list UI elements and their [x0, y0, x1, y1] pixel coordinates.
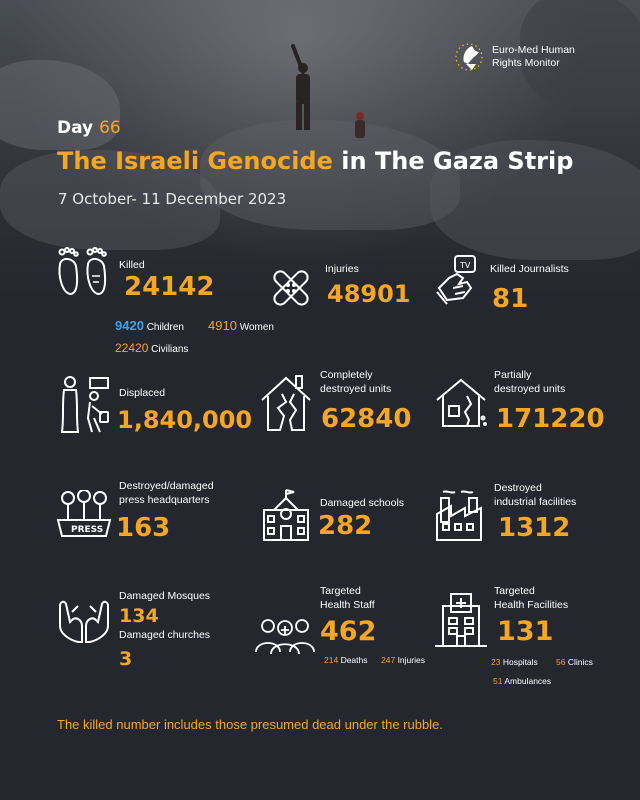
- hospitals-count: 23 Hospitals: [491, 657, 538, 667]
- press-value: 163: [116, 513, 171, 543]
- destroyed-units-label1: Completely: [320, 369, 373, 381]
- killed-women: 4910 Women: [208, 318, 274, 333]
- date-range: 7 October- 11 December 2023: [58, 190, 287, 208]
- killed-civilians: 22420 Civilians: [115, 341, 188, 355]
- injuries-label: Injuries: [325, 263, 359, 275]
- industrial-label1: Destroyed: [494, 482, 542, 494]
- press-microphones-icon: PRESS: [56, 490, 112, 537]
- health-facilities-label1: Targeted: [494, 585, 535, 597]
- damaged-house-icon: [436, 378, 487, 427]
- health-staff-label2: Health Staff: [320, 599, 375, 611]
- footer-note: The killed number includes those presume…: [57, 717, 443, 732]
- journalist-hand-icon: TV: [436, 255, 476, 305]
- deaths-value: 214: [324, 655, 339, 665]
- mosques-label: Damaged Mosques: [119, 590, 211, 602]
- destroyed-units-label2: destroyed units: [320, 383, 392, 395]
- women-value: 4910: [208, 318, 237, 333]
- displaced-value: 1,840,000: [117, 406, 253, 434]
- hospitals-label: Hospitals: [502, 657, 538, 667]
- clinics-label: Clinics: [567, 657, 593, 667]
- praying-hands-icon: [59, 600, 109, 643]
- industrial-label2: industrial facilities: [494, 496, 577, 508]
- logo-line1: Euro-Med Human: [492, 44, 575, 56]
- displaced-family-icon: [60, 376, 109, 433]
- killed-value: 24142: [124, 272, 215, 302]
- partial-units-label: Partially destroyed units: [494, 368, 565, 396]
- ambulances-count: 51 Ambulances: [493, 676, 551, 686]
- children-value: 9420: [115, 318, 144, 333]
- churches-value: 3: [119, 648, 133, 670]
- schools-value: 282: [318, 511, 373, 541]
- health-staff-label1: Targeted: [320, 585, 361, 597]
- partial-units-label2: destroyed units: [494, 383, 566, 395]
- hospital-icon: [435, 593, 487, 647]
- partial-units-value: 171220: [496, 404, 605, 434]
- schools-label: Damaged schools: [320, 497, 405, 509]
- injuries-value: 48901: [327, 280, 411, 308]
- health-facilities-value: 131: [497, 616, 554, 647]
- mosques-value: 134: [119, 605, 159, 627]
- press-label: Destroyed/damaged press headquarters: [119, 479, 214, 507]
- civilians-label: Civilians: [151, 344, 189, 355]
- destroyed-units-value: 62840: [321, 404, 412, 434]
- ambulances-label: Ambulances: [504, 676, 552, 686]
- page-title: The Israeli Genocide in The Gaza Strip: [57, 147, 573, 175]
- industrial-value: 1312: [498, 513, 571, 543]
- clinics-value: 56: [556, 657, 566, 667]
- destroyed-house-icon: [261, 375, 311, 431]
- day-heading: Day 66: [57, 118, 121, 138]
- health-facilities-label: Targeted Health Facilities: [494, 584, 568, 612]
- journalists-label: Killed Journalists: [490, 263, 569, 275]
- child-silhouette: [355, 112, 365, 138]
- health-staff-injuries: 247 Injuries: [381, 655, 425, 665]
- euro-med-logo: Euro-Med Human Rights Monitor: [452, 40, 575, 74]
- press-label1: Destroyed/damaged: [119, 480, 214, 492]
- staff-injuries-value: 247: [381, 655, 396, 665]
- logo-line2: Rights Monitor: [492, 57, 560, 69]
- title-rest: in The Gaza Strip: [332, 147, 574, 175]
- displaced-label: Displaced: [119, 387, 166, 399]
- health-facilities-label2: Health Facilities: [494, 599, 569, 611]
- hand-dove-icon: [455, 43, 483, 71]
- day-label: Day: [57, 118, 94, 138]
- bandage-icon: [273, 270, 309, 306]
- svg-text:TV: TV: [459, 261, 471, 270]
- day-number: 66: [99, 118, 121, 138]
- health-staff-deaths: 214 Deaths: [324, 655, 368, 665]
- svg-text:PRESS: PRESS: [71, 525, 103, 535]
- factory-icon: [436, 490, 482, 541]
- partial-units-label1: Partially: [494, 369, 532, 381]
- health-staff-icon: [255, 619, 315, 654]
- killed-children: 9420 Children: [115, 318, 184, 333]
- ambulances-value: 51: [493, 676, 503, 686]
- hospitals-value: 23: [491, 657, 501, 667]
- title-accent: The Israeli Genocide: [57, 147, 333, 175]
- person-silhouette: [291, 44, 310, 130]
- footprints-icon: [58, 247, 107, 296]
- health-staff-label: Targeted Health Staff: [320, 584, 375, 612]
- journalists-value: 81: [492, 284, 529, 314]
- churches-label: Damaged churches: [119, 629, 211, 641]
- killed-label: Killed: [119, 259, 145, 271]
- press-label2: press headquarters: [119, 494, 210, 506]
- health-staff-value: 462: [320, 616, 377, 647]
- industrial-label: Destroyed industrial facilities: [494, 481, 576, 509]
- children-label: Children: [146, 322, 184, 333]
- deaths-label: Deaths: [340, 655, 368, 665]
- civilians-value: 22420: [115, 341, 149, 355]
- clinics-count: 56 Clinics: [556, 657, 593, 667]
- women-label: Women: [239, 322, 274, 333]
- school-icon: [263, 489, 309, 541]
- staff-injuries-label: Injuries: [397, 655, 425, 665]
- hero-photo: [0, 0, 640, 300]
- destroyed-units-label: Completely destroyed units: [320, 368, 391, 396]
